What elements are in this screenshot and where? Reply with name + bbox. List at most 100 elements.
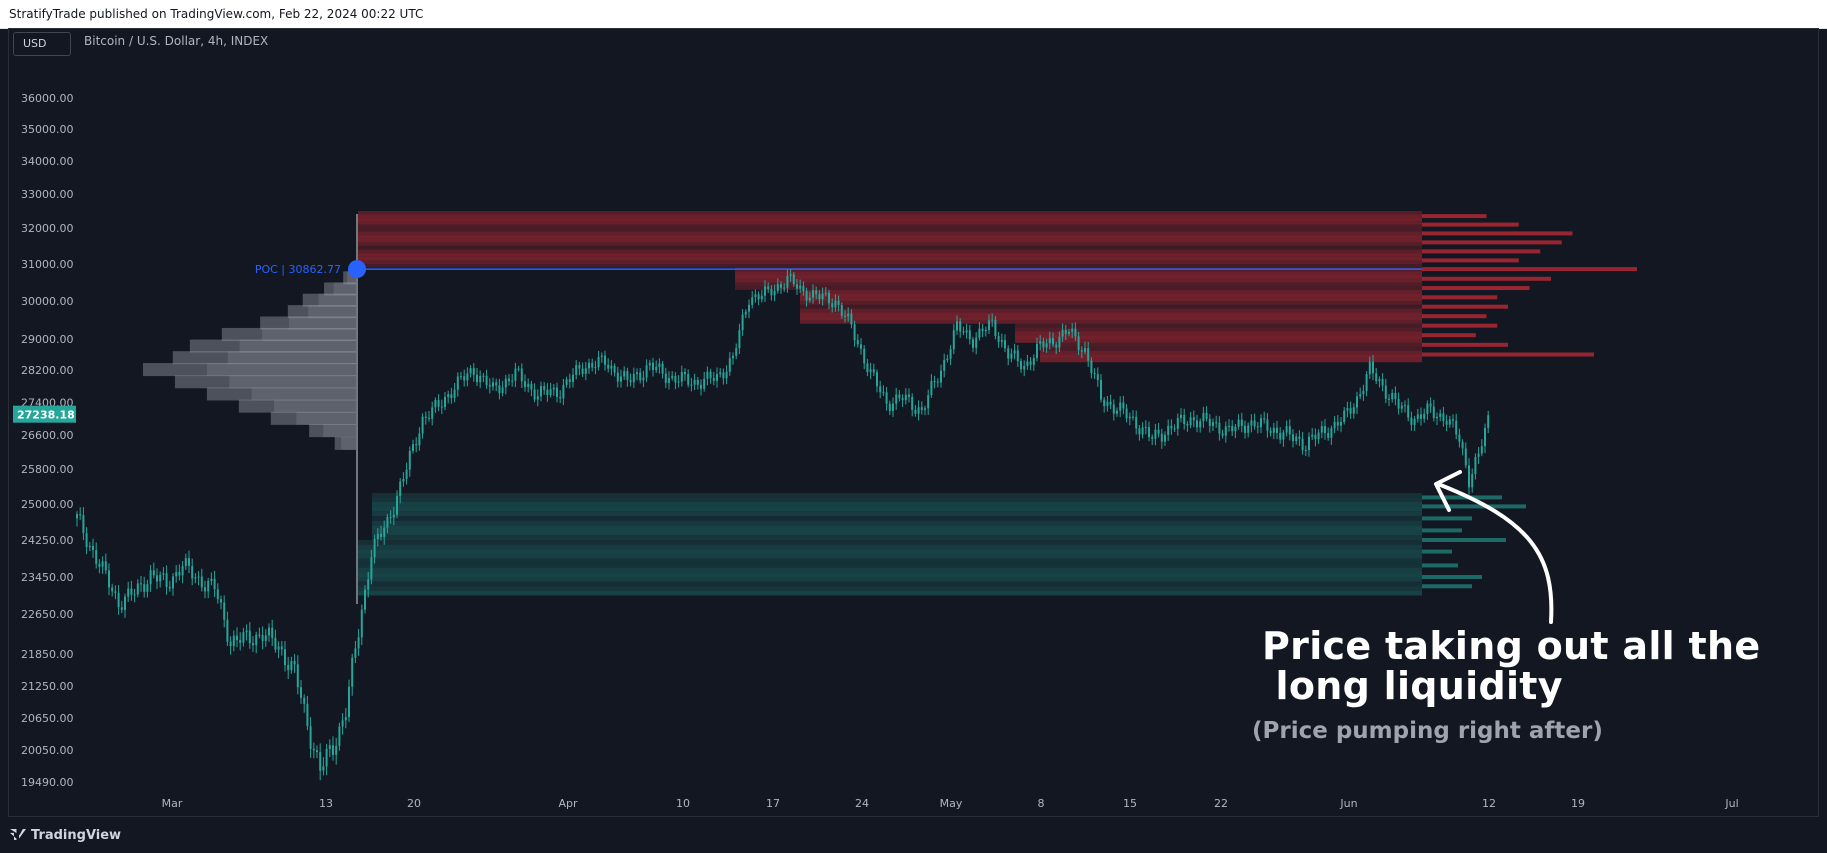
time-tick-label: 13 [319,797,333,810]
candle-body [456,376,459,390]
candle-body [1042,341,1045,348]
candle-body [680,372,683,382]
candle-body [773,290,776,296]
candle-body [936,381,939,383]
candle-body [1397,399,1400,409]
candle-body [591,362,594,368]
candle-body [316,750,318,753]
candle-body [824,292,827,294]
candle-body [1352,407,1355,414]
bear-zone-band [358,211,1422,215]
candle-body [1148,427,1150,438]
price-tick-label: 26600.00 [21,429,74,442]
candle-body [248,630,251,644]
bear-zone-band [358,246,1422,250]
candle-body [866,363,869,373]
candle-body [1266,419,1269,431]
candle-body [620,376,622,382]
candle-body [965,330,968,333]
bear-profile-bar [1422,314,1487,319]
candle-body [367,579,370,590]
candle-body [98,563,101,567]
candle-body [690,384,693,386]
candle-body [111,587,114,592]
candle-body [828,292,830,304]
bear-profile-bar [1422,258,1519,263]
candle-body [296,664,299,688]
bull-zone-band [372,525,1422,531]
candle-body [1224,426,1227,436]
candle-body [1180,414,1182,419]
candle-body [232,635,235,647]
candle-body [412,444,414,451]
candle-body [684,372,686,375]
candle-body [354,648,357,658]
profile-row-inner [347,271,356,285]
candle-body [1404,405,1406,407]
candle-body [1096,374,1099,381]
bull-zone-band [358,544,1422,550]
candle-body [1388,398,1390,400]
candle-body [380,533,382,537]
candle-body [1368,361,1371,375]
profile-row-inner [229,375,356,389]
candle-body [1151,437,1154,439]
currency-button[interactable]: USD [13,32,71,56]
candle-body [252,643,254,646]
last-price-badge [13,405,76,423]
candle-body [1349,408,1352,414]
price-tick-label: 33000.00 [21,188,74,201]
bear-zone-band [735,286,1422,290]
candle-body [709,371,712,379]
candle-body [1247,425,1250,433]
candle-body [1295,436,1298,442]
candle-body [1359,394,1362,397]
candle-body [1109,401,1112,405]
time-tick-label: 17 [766,797,780,810]
candle-body [1202,412,1205,422]
candle-body [1461,441,1464,449]
chart-frame [8,28,1819,817]
candle-body [348,686,350,718]
bull-zone-band [372,493,1422,498]
candle-body [1106,401,1109,407]
candle-body [434,399,437,408]
candle-body [1087,348,1090,361]
candle-body [1119,402,1122,411]
price-tick-label: 30000.00 [21,295,74,308]
candle-body [988,320,990,330]
candle-body [1314,434,1317,440]
candle-body [719,372,722,375]
candle-body [303,697,306,704]
bear-profile-bar [1422,304,1508,309]
candle-body [338,726,341,746]
candle-body [1477,453,1480,457]
candle-body [1122,402,1125,409]
candle-body [146,584,149,592]
candle-body [629,379,632,383]
candle-body [1112,404,1115,414]
tradingview-logo[interactable]: TradingView [10,828,121,843]
candle-body [1420,414,1422,419]
candle-body [82,515,85,534]
candle-body [725,371,728,379]
time-tick-label: 19 [1571,797,1585,810]
candle-body [872,369,875,373]
bull-profile-bar [1422,516,1472,521]
candle-body [674,375,677,383]
candle-body [210,578,213,581]
candle-body [306,703,309,727]
candle-body [152,570,155,576]
candle-body [984,329,987,332]
candle-body [668,378,670,383]
candle-body [1288,426,1291,435]
candle-body [722,372,725,379]
bear-zone-band [800,308,1422,313]
candle-body [1442,413,1445,422]
candle-body [1093,373,1096,375]
candle-body [1135,416,1138,429]
candle-body [552,387,555,390]
candle-body [408,450,411,470]
candle-body [284,649,286,666]
